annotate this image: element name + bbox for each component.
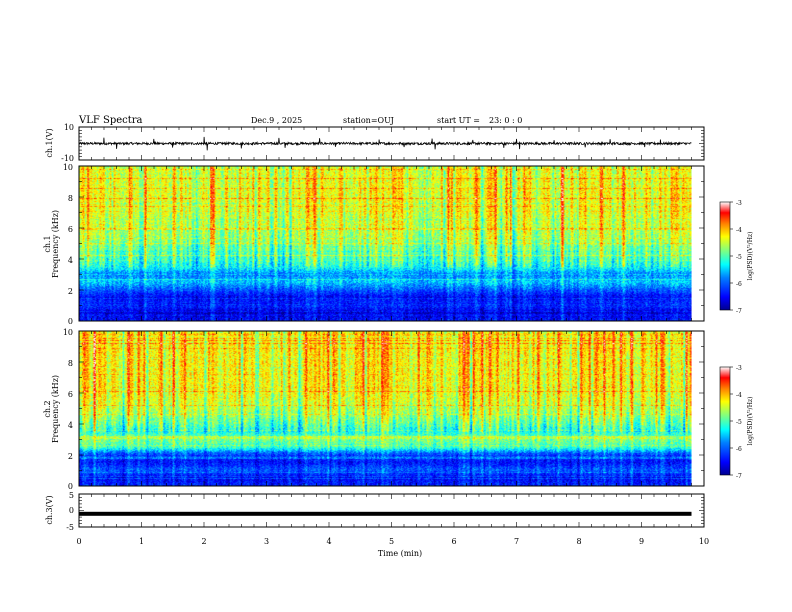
ch1-spectrogram-panel: 0 2 4 6 8 10 ch.1 Frequency (kHz) -3 -4 … [43,163,754,326]
figure-title: VLF Spectra [78,115,143,126]
ch1-ytick-2: 2 [68,287,73,296]
time-tick-label: 2 [201,537,206,546]
ch1-spectrogram-image [79,166,704,321]
ch2-channel-label: ch.2 [43,400,52,417]
ch1-trace [78,136,692,151]
time-tick-label: 6 [451,537,456,546]
ch1-ytick-4: 4 [68,256,73,265]
ch1-colorbar-label: log(PSD)(V²/Hz) [747,232,754,281]
time-tick-label: 7 [514,537,519,546]
header-start-label: start UT = [437,116,480,125]
ch1-freq-ylabel: Frequency (kHz) [51,210,60,278]
ch2-freq-ylabel: Frequency (kHz) [51,375,60,443]
ch2-cb-tick-3: -3 [736,365,742,372]
ch1-channel-label: ch.1 [43,235,52,252]
ch2-colorbar [719,366,731,476]
time-tick-label: 1 [139,537,144,546]
time-tick-label: 3 [264,537,269,546]
ch3-ytick-mid: 0 [69,506,74,515]
ch3-ylabel: ch.3(V) [45,495,54,524]
ch1-ytick-0: 0 [68,317,73,326]
ch1-colorbar [719,201,731,311]
ch1-ytick-10: 10 [63,163,73,172]
ch2-ytick-6: 6 [68,390,73,399]
ch2-spectrogram-panel: 0 2 4 6 8 10 ch.2 Frequency (kHz) -3 -4 … [43,328,754,491]
time-tick-label: 0 [76,537,81,546]
ch3-waveform-ticks [78,493,705,528]
time-axis-tick-labels: 0 1 2 3 4 5 6 7 8 9 10 [76,537,709,546]
header-date: Dec.9 , 2025 [251,116,302,125]
ch1-waveform-ticks [78,126,705,161]
header-start-time: 23: 0 : 0 [489,116,522,125]
ch1-cb-tick-5: -5 [736,254,742,261]
ch2-colorbar-ticks [730,366,733,476]
ch3-ytick-bottom: -5 [66,523,74,532]
ch1-cb-tick-6: -6 [736,281,742,288]
ch1-cb-tick-3: -3 [736,200,742,207]
time-tick-label: 9 [639,537,644,546]
ch2-spectrogram-image [79,331,704,486]
ch2-spectrogram-ticks [78,330,705,487]
ch1-ytick-bottom: -10 [61,154,74,163]
ch2-cb-tick-4: -4 [736,392,742,399]
ch1-ytick-top: 10 [64,123,74,132]
ch1-cb-tick-4: -4 [736,227,742,234]
ch1-ytick-6: 6 [68,225,73,234]
time-tick-label: 4 [326,537,331,546]
ch1-colorbar-ticks [730,201,733,311]
header-station: station=OUJ [343,116,394,125]
ch3-waveform-panel: 5 0 -5 ch.3(V) 0 1 2 3 4 5 6 7 8 9 10 Time (min) [45,491,709,558]
ch2-ytick-10: 10 [63,328,73,337]
ch1-spectrogram-ticks [78,165,705,322]
ch1-ylabel: ch.1(V) [45,128,54,157]
ch2-ytick-4: 4 [68,421,73,430]
ch2-cb-tick-5: -5 [736,419,742,426]
ch1-waveform-panel: 10 -10 ch.1(V) [45,123,705,163]
time-tick-label: 5 [389,537,394,546]
ch2-ytick-2: 2 [68,452,73,461]
ch2-cb-tick-7: -7 [736,473,742,480]
ch2-colorbar-label: log(PSD)(V²/Hz) [747,397,754,446]
ch1-ytick-8: 8 [68,194,73,203]
time-axis-label: Time (min) [378,549,422,558]
ch3-trace [79,511,692,516]
ch2-ytick-0: 0 [68,482,73,491]
ch1-cb-tick-7: -7 [736,308,742,315]
ch2-ytick-8: 8 [68,359,73,368]
ch2-cb-tick-6: -6 [736,446,742,453]
time-tick-label: 10 [699,537,709,546]
ch3-ytick-top: 5 [69,491,74,500]
time-tick-label: 8 [576,537,581,546]
